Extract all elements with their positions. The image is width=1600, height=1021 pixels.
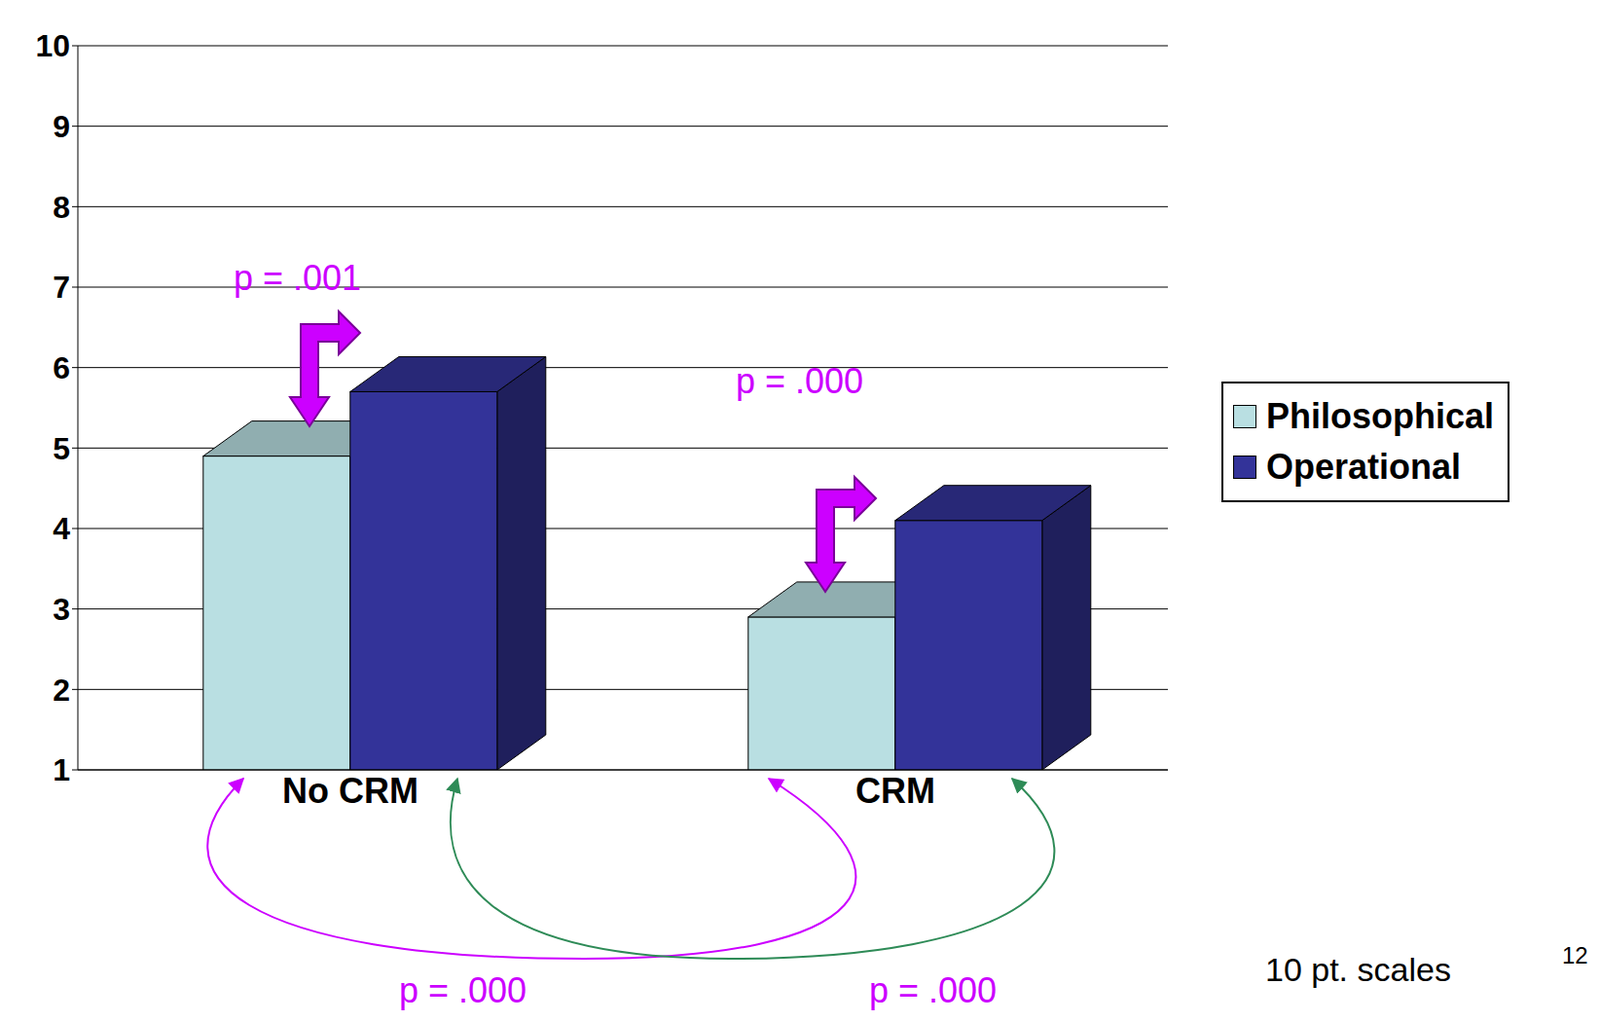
svg-text:5: 5 <box>52 431 71 467</box>
svg-text:3: 3 <box>52 591 71 627</box>
svg-text:12: 12 <box>1562 942 1589 969</box>
html-text:Philosophical: Philosophical <box>1266 396 1494 437</box>
svg-text:10: 10 <box>35 28 71 64</box>
svg-text:7: 7 <box>52 269 71 305</box>
svg-text:CRM: CRM <box>855 770 936 811</box>
svg-text:p = .001: p = .001 <box>233 257 362 298</box>
svg-text:No CRM: No CRM <box>282 770 419 811</box>
svg-text:10 pt. scales: 10 pt. scales <box>1265 950 1452 988</box>
svg-text:4: 4 <box>52 510 71 546</box>
svg-text:6: 6 <box>52 350 71 386</box>
svg-text:8: 8 <box>52 189 71 225</box>
svg-text:p = .000: p = .000 <box>399 970 527 1011</box>
svg-text:9: 9 <box>52 109 71 145</box>
html-text:Operational: Operational <box>1266 446 1461 487</box>
svg-text:1: 1 <box>52 752 71 788</box>
svg-text:p = .000: p = .000 <box>735 361 864 401</box>
svg-text:2: 2 <box>52 672 71 708</box>
svg-text:p = .000: p = .000 <box>869 970 997 1011</box>
